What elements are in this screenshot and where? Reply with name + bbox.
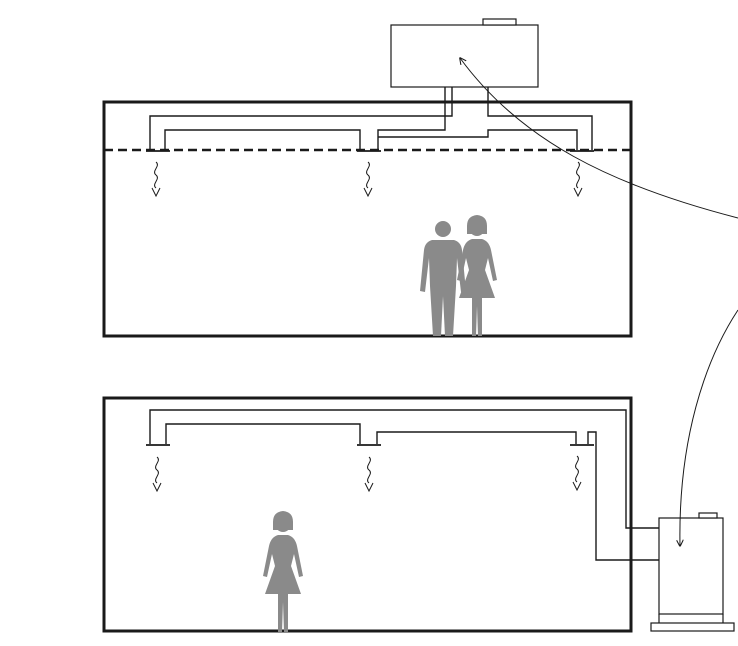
lower-room-walls — [102, 396, 633, 633]
upper-room — [102, 18, 633, 338]
floor-ac-unit — [650, 512, 735, 632]
upper-room-walls — [102, 100, 633, 338]
airflow-arrow-icon — [152, 456, 162, 492]
upper-duct-network — [149, 87, 593, 150]
airflow-arrow-icon — [364, 456, 374, 492]
curved-arrow-icon — [460, 58, 738, 219]
lower-duct-network — [149, 409, 660, 561]
airflow-arrow-icon — [151, 161, 161, 197]
curved-arrow-icon — [680, 309, 738, 546]
lower-room — [102, 396, 660, 633]
airflow-arrow-icon — [363, 161, 373, 197]
ceiling-ac-unit — [390, 18, 539, 88]
airflow-arrow-icon — [573, 161, 583, 197]
airflow-arrow-icon — [572, 455, 582, 491]
woman-icon — [263, 511, 303, 632]
